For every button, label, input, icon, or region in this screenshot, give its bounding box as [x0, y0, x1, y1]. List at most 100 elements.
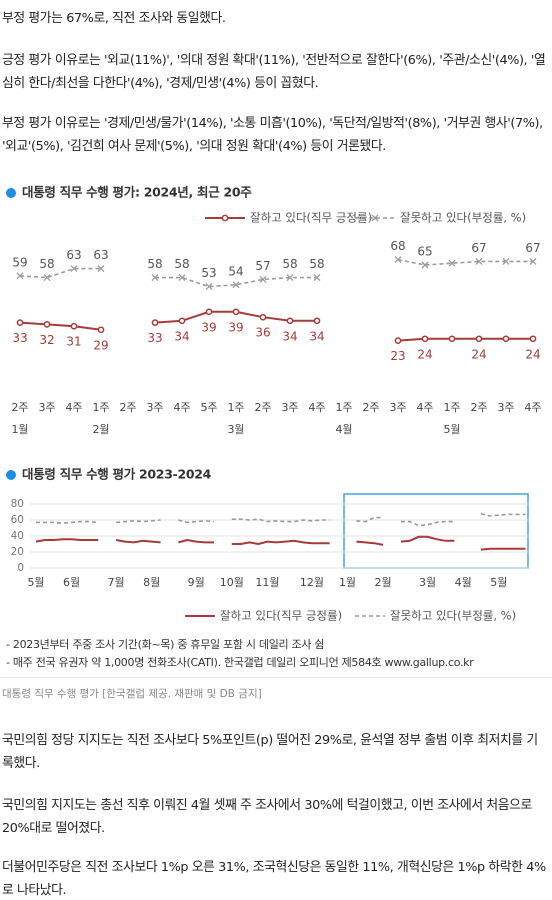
value-label: 29 [93, 338, 108, 352]
title-bullet [6, 470, 16, 480]
paragraph: 긍정 평가 이유로는 '외교(11%)', '의대 정원 확대'(11%), '… [2, 53, 546, 91]
point-marker [232, 281, 240, 289]
month-label: 1월 [11, 423, 28, 436]
value-label: 24 [471, 347, 486, 361]
value-label: 34 [309, 329, 324, 343]
point-marker [205, 308, 213, 316]
x-tick-label: 4주 [308, 401, 325, 414]
value-label: 67 [471, 241, 486, 255]
chart-title: 대통령 직무 수행 평가: 2024년, 최근 20주 [22, 185, 252, 200]
chart-title: 대통령 직무 수행 평가 2023-2024 [22, 467, 212, 482]
value-label: 39 [228, 320, 243, 334]
point-marker [502, 257, 510, 265]
point-marker [43, 274, 51, 282]
month-label: 4월 [335, 423, 352, 436]
note: - 2023년부터 주중 조사 기간(화~목) 중 휴무일 포함 시 데일리 조… [6, 638, 325, 651]
point-marker [529, 257, 537, 265]
note: - 매주 전국 유권자 약 1,000명 전화조사(CATI). 한국갤럽 데일… [6, 656, 474, 669]
x-tick-label: 9월 [188, 576, 205, 589]
value-label: 24 [525, 347, 540, 361]
point-marker [475, 335, 483, 343]
x-tick-label: 2주 [470, 401, 487, 414]
x-tick-label: 1월 [339, 576, 356, 589]
value-label: 53 [201, 266, 216, 280]
x-tick-label: 3주 [389, 401, 406, 414]
value-label: 32 [39, 333, 54, 347]
point-marker [97, 265, 105, 273]
value-label: 39 [201, 320, 216, 334]
point-marker [43, 321, 51, 328]
value-label: 58 [39, 257, 54, 271]
point-marker [313, 274, 321, 282]
highlight-box [343, 493, 529, 569]
value-label: 23 [390, 349, 405, 363]
point-marker [16, 272, 24, 280]
paragraph: 국민의힘 정당 지지도는 직전 조사보다 5%포인트(p) 떨어진 29%로, … [2, 733, 538, 771]
x-tick-label: 3주 [281, 401, 298, 414]
x-tick-label: 7월 [108, 576, 125, 589]
value-label: 58 [309, 257, 324, 271]
point-marker [286, 317, 294, 325]
point-marker [16, 319, 24, 326]
x-tick-label: 4주 [524, 401, 541, 414]
value-label: 67 [525, 241, 540, 255]
value-label: 63 [66, 248, 81, 262]
value-label: 54 [228, 264, 243, 278]
x-tick-label: 5주 [200, 401, 217, 414]
y-tick-label: 20 [11, 546, 24, 558]
point-marker [178, 274, 186, 282]
x-tick-label: 3주 [38, 401, 55, 414]
value-label: 57 [255, 259, 270, 273]
x-tick-label: 3월 [419, 576, 436, 589]
x-tick-label: 2월 [375, 576, 392, 589]
value-label: 24 [417, 347, 432, 361]
point-marker [178, 317, 186, 325]
point-marker [70, 265, 78, 273]
paragraph: 국민의힘 지지도는 총선 직후 이뤄진 4월 셋째 주 조사에서 30%에 턱걸… [2, 798, 532, 836]
chart: 대통령 직무 수행 평가: 2024년, 최근 20주 2주 3주 4주 1주 2주 3주… [6, 185, 542, 436]
point-marker [286, 274, 294, 282]
x-tick-label: 4주 [416, 401, 433, 414]
series-line [19, 258, 533, 288]
legend-label: 잘하고 있다(직무 긍정률) [250, 211, 372, 225]
x-tick-label: 1주 [227, 401, 244, 414]
point-marker [205, 283, 213, 291]
point-marker [97, 326, 105, 334]
x-tick-label: 2주 [362, 401, 379, 414]
point-marker [259, 275, 267, 283]
x-tick-label: 12월 [300, 576, 324, 589]
x-tick-label: 3주 [146, 401, 163, 414]
point-marker [448, 259, 456, 267]
month-label: 2월 [92, 423, 109, 436]
value-label: 58 [282, 257, 297, 271]
point-marker [475, 257, 483, 265]
x-tick-label: 11월 [255, 576, 279, 589]
x-tick-label: 4월 [455, 576, 472, 589]
y-tick-label: 60 [11, 514, 24, 526]
point-marker [371, 214, 379, 222]
point-marker [529, 335, 537, 343]
title-bullet [6, 188, 16, 198]
point-marker [502, 335, 510, 343]
legend-label: 잘못하고 있다(부정률, %) [400, 211, 526, 225]
x-tick-label: 1주 [443, 401, 460, 414]
series-line [19, 310, 533, 342]
series-line [35, 535, 526, 551]
paragraph: 더불어민주당은 직전 조사보다 1%p 오른 31%, 조국혁신당은 동일한 1… [2, 860, 546, 898]
value-label: 59 [12, 255, 27, 269]
x-tick-label: 1주 [335, 401, 352, 414]
value-label: 58 [147, 257, 162, 271]
x-tick-label: 8월 [143, 576, 160, 589]
point-marker [221, 214, 229, 222]
month-label: 3월 [227, 423, 244, 436]
x-tick-label: 2주 [11, 401, 28, 414]
value-label: 33 [147, 331, 162, 345]
point-marker [151, 319, 159, 326]
value-label: 65 [417, 245, 432, 259]
point-marker [313, 317, 321, 325]
y-tick-label: 0 [17, 562, 24, 574]
point-marker [421, 261, 429, 269]
point-marker [421, 335, 429, 343]
legend-label: 잘못하고 있다(부정률, %) [390, 609, 516, 623]
